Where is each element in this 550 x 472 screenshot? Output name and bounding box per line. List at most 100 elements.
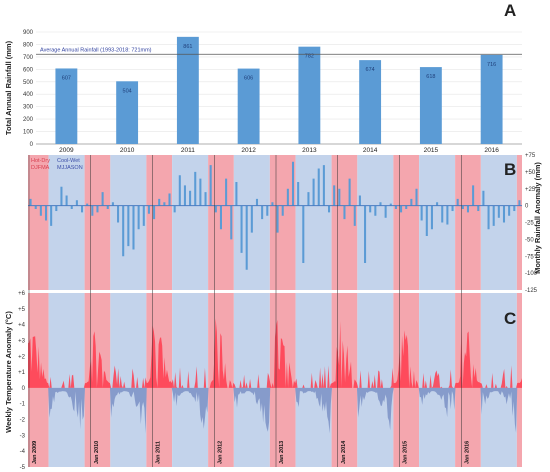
panel-b-monthly-bar bbox=[369, 205, 372, 213]
panel-a-category-label: 2010 bbox=[120, 147, 135, 154]
panel-b-monthly-bar bbox=[230, 205, 233, 240]
panel-c-x-tick-label: Jan 2010 bbox=[94, 441, 100, 464]
panel-c-y-tick-label: -5 bbox=[20, 465, 26, 471]
panel-b-monthly-bar bbox=[338, 188, 341, 206]
legend-hot-dry-label: Hot-Dry bbox=[31, 158, 50, 164]
panel-b-monthly-bar bbox=[317, 168, 320, 206]
panel-c-cool-wet-band bbox=[172, 293, 209, 467]
panel-b-y-tick-label: +25 bbox=[525, 187, 536, 193]
panel-b-monthly-bar bbox=[117, 205, 120, 223]
panel-b-monthly-bar bbox=[415, 188, 418, 206]
panel-b-monthly-bar bbox=[513, 205, 516, 212]
panel-b-monthly-bar bbox=[400, 205, 403, 213]
panel-b-monthly-bar bbox=[235, 182, 238, 206]
panel-b-monthly-bar bbox=[291, 161, 295, 206]
panel-a-bar bbox=[55, 68, 78, 144]
legend-hot-dry-months: DJFMA bbox=[31, 165, 50, 171]
panel-a-y-tick-label: 400 bbox=[23, 92, 34, 98]
panel-b-monthly-bar bbox=[189, 190, 192, 206]
panel-b-monthly-bar bbox=[101, 192, 104, 206]
panel-c-y-tick-label: -3 bbox=[20, 433, 26, 439]
panel-b-monthly-bar bbox=[364, 205, 367, 263]
panel-a-category-label: 2012 bbox=[241, 147, 256, 154]
panel-b-monthly-bar bbox=[65, 195, 68, 206]
panel-b-monthly-bar bbox=[276, 205, 279, 233]
panel-c-x-tick-label: Jan 2013 bbox=[279, 441, 285, 464]
panel-b-monthly-bar bbox=[39, 205, 42, 216]
panel-b-monthly-bar bbox=[142, 205, 145, 226]
panel-b-monthly-bar bbox=[508, 205, 511, 216]
panel-b-monthly-bar bbox=[194, 171, 197, 206]
panel-b-hot-dry-band bbox=[84, 155, 111, 290]
panel-c-y-tick-label: -4 bbox=[20, 449, 26, 455]
panel-a-category-label: 2013 bbox=[302, 147, 317, 154]
panel-b-monthly-bar bbox=[297, 182, 300, 206]
panel-c-y-tick-label: +1 bbox=[18, 370, 26, 376]
panel-b-monthly-bar bbox=[492, 205, 495, 226]
panel-c-x-tick-label: Jan 2009 bbox=[32, 441, 38, 464]
panel-b-monthly-bar bbox=[219, 205, 222, 230]
panel-b-cool-wet-band bbox=[172, 155, 209, 290]
panel-a-y-tick-label: 900 bbox=[23, 30, 34, 36]
panel-b-monthly-bar bbox=[250, 205, 253, 233]
panel-b-cool-wet-band bbox=[357, 155, 394, 290]
panel-b-rainfall-anomaly: +75 +50 +25 0 -25 -50 -75 -100 -125 Monthly Rain… bbox=[28, 153, 542, 294]
panel-a-category-label: 2014 bbox=[363, 147, 378, 154]
panel-b-monthly-bar bbox=[425, 205, 428, 236]
panel-c-y-tick-label: +2 bbox=[18, 354, 26, 360]
panel-b-monthly-bar bbox=[472, 185, 475, 206]
panel-a-category-label: 2011 bbox=[181, 147, 195, 154]
panel-b-monthly-bar bbox=[225, 178, 228, 206]
panel-a-bar-value-label: 861 bbox=[183, 44, 192, 50]
panel-b-y-tick-label: -25 bbox=[525, 221, 534, 227]
panel-b-monthly-bar bbox=[379, 202, 382, 206]
panel-b-hot-dry-band bbox=[28, 155, 49, 290]
panel-b-monthly-bar bbox=[436, 202, 439, 206]
panel-a-category-label: 2015 bbox=[424, 147, 439, 154]
panel-b-monthly-bar bbox=[446, 205, 449, 225]
panel-b-monthly-bar bbox=[271, 202, 274, 206]
panel-a-y-tick-label: 800 bbox=[23, 42, 34, 48]
panel-b-monthly-bar bbox=[394, 205, 397, 209]
panel-b-y-tick-label: -50 bbox=[525, 237, 534, 243]
panel-b-cool-wet-band bbox=[480, 155, 517, 290]
panel-a-bar bbox=[298, 46, 321, 144]
panel-a-y-tick-label: 200 bbox=[23, 117, 34, 123]
panel-b-monthly-bar bbox=[153, 205, 156, 220]
panel-c-x-tick-label: Jan 2012 bbox=[217, 441, 223, 464]
panel-a-bar bbox=[419, 67, 442, 144]
panel-c-x-tick-label: Jan 2016 bbox=[464, 441, 470, 464]
panel-b-monthly-bar bbox=[60, 186, 63, 206]
panel-b-monthly-bar bbox=[173, 205, 176, 213]
panel-a-y-tick-label: 0 bbox=[30, 142, 34, 148]
panel-b-y-axis-title: Monthly Rainfall Anomaly (mm) bbox=[533, 162, 542, 274]
panel-b-monthly-bar bbox=[70, 205, 73, 209]
panel-b-monthly-bar bbox=[281, 205, 284, 216]
panel-b-monthly-bar bbox=[34, 205, 37, 209]
panel-b-cool-wet-band bbox=[48, 155, 85, 290]
panel-c-x-tick-label: Jan 2014 bbox=[341, 440, 347, 464]
panel-b-monthly-bar bbox=[91, 205, 94, 216]
panel-b-hot-dry-band bbox=[516, 155, 522, 290]
panel-b-monthly-bar bbox=[137, 205, 140, 230]
panel-b-monthly-bar bbox=[86, 203, 89, 206]
panel-a-y-tick-label: 500 bbox=[23, 80, 34, 86]
panel-b-monthly-bar bbox=[132, 205, 135, 250]
panel-a-letter: A bbox=[504, 1, 516, 20]
panel-a-bar-value-label: 716 bbox=[487, 62, 496, 68]
panel-b-monthly-bar bbox=[420, 205, 423, 221]
panel-b-monthly-bar bbox=[209, 165, 212, 206]
panel-c-x-tick-label: Jan 2015 bbox=[403, 441, 409, 464]
panel-c-cool-wet-band bbox=[295, 293, 332, 467]
panel-a-bar-value-label: 782 bbox=[305, 54, 314, 60]
panel-b-monthly-bar bbox=[430, 205, 433, 230]
panel-b-monthly-bar bbox=[168, 193, 171, 206]
panel-c-y-axis-title: Weekly Temperature Anomaly (°C) bbox=[4, 311, 13, 433]
panel-a-bar bbox=[359, 60, 382, 144]
panel-b-monthly-bar bbox=[255, 198, 259, 206]
panel-b-monthly-bar bbox=[178, 175, 181, 206]
panel-a-bar-value-label: 607 bbox=[62, 75, 71, 81]
panel-c-y-tick-label: 0 bbox=[22, 386, 26, 392]
panel-b-monthly-bar bbox=[405, 205, 408, 209]
